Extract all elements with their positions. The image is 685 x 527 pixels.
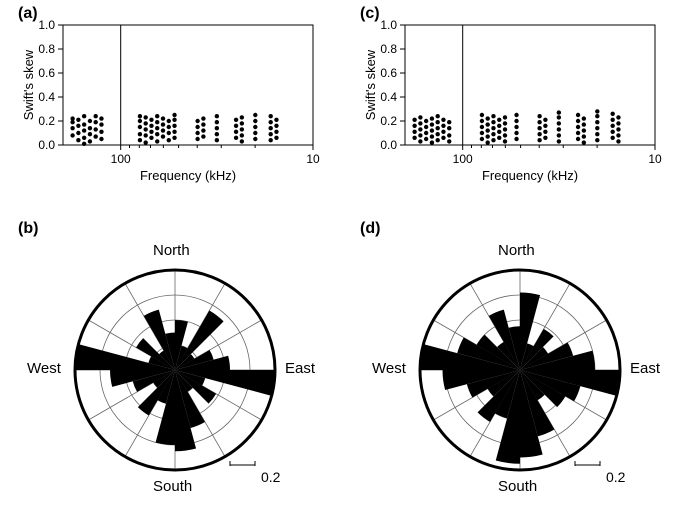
north-label: North — [153, 242, 190, 259]
svg-text:1.0: 1.0 — [38, 18, 55, 32]
rose-diagram — [70, 265, 280, 475]
rose-diagram — [415, 265, 625, 475]
panel-label-a: (a) — [18, 5, 38, 23]
svg-text:0.0: 0.0 — [380, 138, 397, 152]
svg-text:0.0: 0.0 — [38, 138, 55, 152]
svg-text:Frequency (kHz): Frequency (kHz) — [482, 168, 578, 183]
scale-label: 0.2 — [261, 469, 280, 485]
svg-text:0.4: 0.4 — [380, 90, 397, 104]
svg-text:0.6: 0.6 — [38, 66, 55, 80]
svg-text:0.8: 0.8 — [380, 42, 397, 56]
panel-label-b: (b) — [18, 220, 38, 238]
panel-label-d: (d) — [360, 220, 380, 238]
svg-text:0.6: 0.6 — [380, 66, 397, 80]
scatter-plot: 0.0 0.2 0.4 0.6 0.8 1.0 100 10 Swift's skew Frequ… — [23, 17, 328, 192]
scatter-plot: 0.0 0.2 0.4 0.6 0.8 1.0 100 10 Swift's skew Frequ… — [365, 17, 670, 192]
svg-text:0.2: 0.2 — [38, 114, 55, 128]
svg-text:1.0: 1.0 — [380, 18, 397, 32]
svg-text:10: 10 — [648, 152, 662, 166]
svg-text:0.4: 0.4 — [38, 90, 55, 104]
svg-text:100: 100 — [453, 152, 473, 166]
south-label: South — [498, 478, 537, 495]
panel-label-c: (c) — [360, 5, 380, 23]
svg-text:Swift's skew: Swift's skew — [365, 49, 378, 120]
east-label: East — [630, 360, 660, 377]
west-label: West — [27, 360, 61, 377]
svg-text:Frequency (kHz): Frequency (kHz) — [140, 168, 236, 183]
east-label: East — [285, 360, 315, 377]
svg-text:100: 100 — [111, 152, 131, 166]
svg-text:0.2: 0.2 — [380, 114, 397, 128]
north-label: North — [498, 242, 535, 259]
svg-text:10: 10 — [306, 152, 320, 166]
svg-text:0.8: 0.8 — [38, 42, 55, 56]
south-label: South — [153, 478, 192, 495]
scale-label: 0.2 — [606, 469, 625, 485]
svg-text:Swift's skew: Swift's skew — [23, 49, 36, 120]
west-label: West — [372, 360, 406, 377]
